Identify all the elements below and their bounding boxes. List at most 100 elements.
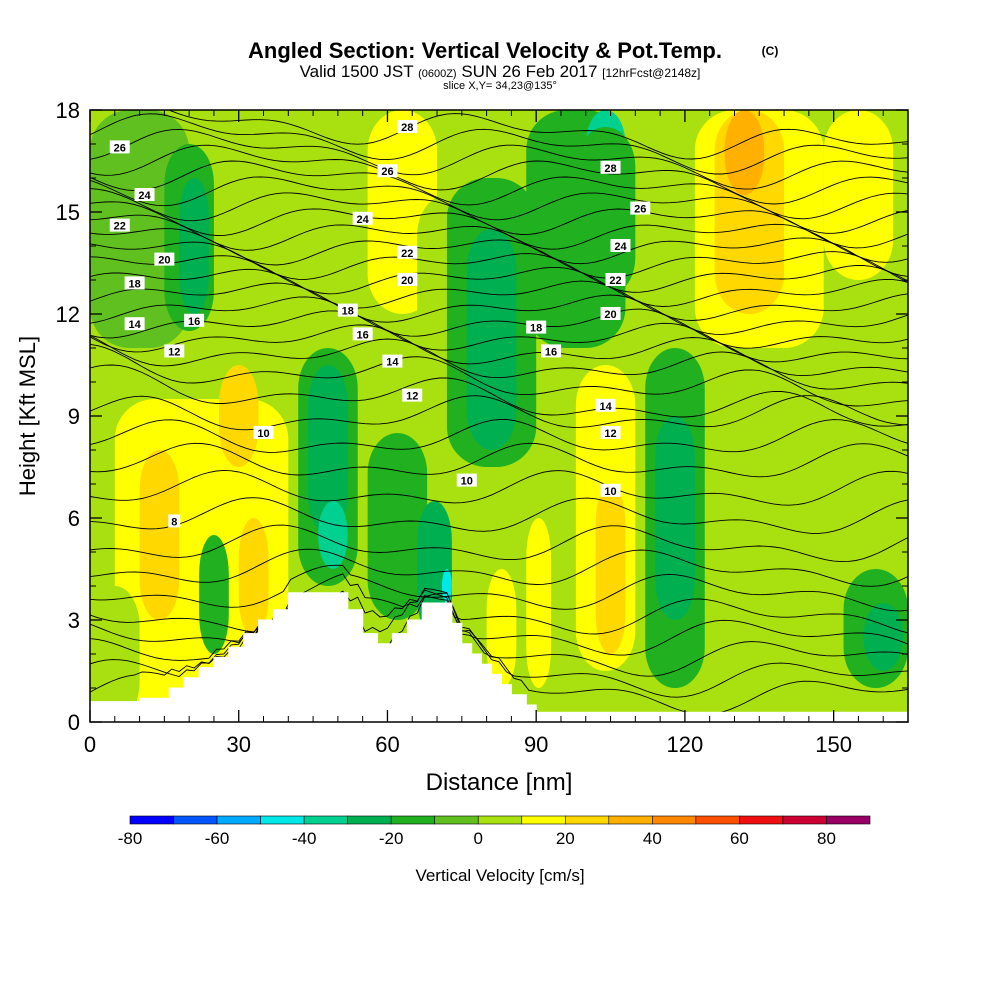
subtitle-date: SUN 26 Feb 2017 bbox=[461, 62, 597, 81]
colorbar-segment bbox=[173, 815, 218, 825]
y-tick-label: 18 bbox=[56, 98, 80, 123]
chart-slice-label: slice X,Y= 34,23@135° bbox=[443, 80, 557, 92]
isentrope-label-bg bbox=[600, 483, 621, 497]
isentrope-line bbox=[90, 573, 908, 635]
isentrope-label-text: 10 bbox=[461, 476, 473, 488]
isentrope-line bbox=[90, 228, 908, 283]
isentrope-label-text: 16 bbox=[545, 346, 557, 358]
isentrope-label-bg bbox=[600, 426, 621, 439]
isentrope-label-bg bbox=[352, 327, 373, 341]
isentrope-line bbox=[90, 113, 908, 175]
isentrope-label-text: 12 bbox=[168, 346, 180, 358]
isentrope-label-text: 22 bbox=[114, 221, 126, 233]
colorbar-tick-label: 60 bbox=[730, 829, 749, 848]
colorbar-segment bbox=[695, 815, 740, 825]
colorbar-segment bbox=[216, 815, 261, 825]
isentrope-line bbox=[167, 110, 908, 160]
chart-subtitle: Valid 1500 JST (0600Z) SUN 26 Feb 2017 [… bbox=[300, 62, 701, 81]
isentrope-label: 24 bbox=[352, 211, 373, 226]
isentrope-line bbox=[90, 419, 908, 453]
velocity-cell bbox=[575, 127, 636, 297]
isentrope-line bbox=[90, 324, 908, 377]
plot-area: 2624222018161412108282624222018161412102… bbox=[90, 110, 908, 722]
x-tick-label: 60 bbox=[375, 732, 399, 757]
isentrope-line bbox=[90, 469, 908, 506]
isentrope-label-text: 18 bbox=[530, 323, 542, 335]
isentrope-label: 18 bbox=[124, 276, 145, 290]
isentrope-label-text: 12 bbox=[406, 391, 418, 403]
isentrope-line bbox=[90, 548, 908, 587]
velocity-cell bbox=[218, 365, 259, 467]
isentrope-line bbox=[90, 296, 908, 349]
colorbar-segment bbox=[521, 815, 566, 825]
isentrope-label-bg bbox=[377, 164, 398, 178]
isentrope-line bbox=[90, 564, 908, 612]
isentrope-label: 22 bbox=[397, 245, 418, 260]
isentrope-line bbox=[90, 395, 908, 431]
isentrope-line bbox=[90, 442, 908, 478]
isentrope-line bbox=[90, 268, 908, 321]
isentrope-label: 8 bbox=[168, 514, 181, 528]
isentrope-label-bg bbox=[382, 354, 403, 368]
ground-strip bbox=[90, 711, 908, 722]
isentrope-label: 10 bbox=[253, 426, 274, 440]
isentrope-label-bg bbox=[456, 473, 477, 487]
isentrope-label: 12 bbox=[402, 388, 423, 403]
velocity-cell bbox=[441, 569, 452, 603]
colorbar-segment bbox=[260, 815, 305, 825]
colorbar: -80 -60 -40 -20 0 20 40 60 80 bbox=[118, 815, 871, 848]
y-tick-label: 15 bbox=[56, 200, 80, 225]
isentrope-label-text: 16 bbox=[188, 316, 200, 328]
isentrope-label-bg bbox=[630, 201, 651, 215]
isentrope-label-text: 20 bbox=[604, 309, 616, 321]
isentrope-label-bg bbox=[109, 218, 130, 232]
isentrope-label-bg bbox=[526, 320, 547, 334]
isentrope-label: 22 bbox=[109, 218, 130, 233]
velocity-cell bbox=[308, 365, 348, 535]
colorbar-tick-label: -60 bbox=[205, 829, 230, 848]
isentrope-line bbox=[90, 497, 908, 534]
isentrope-label-text: 26 bbox=[381, 166, 393, 178]
colorbar-label: Vertical Velocity [cm/s] bbox=[415, 866, 584, 885]
isentrope-label: 16 bbox=[184, 313, 205, 328]
colorbar-segment bbox=[129, 815, 174, 825]
chart-title-unit: (C) bbox=[762, 44, 779, 58]
velocity-cell bbox=[863, 603, 904, 671]
colorbar-tick-label: -40 bbox=[292, 829, 317, 848]
isentrope-label-bg bbox=[337, 303, 358, 317]
isentrope-label-bg bbox=[600, 160, 621, 174]
x-tick-label: 0 bbox=[84, 732, 96, 757]
isentrope-label: 10 bbox=[456, 473, 477, 488]
colorbar-segment bbox=[303, 815, 348, 825]
isentrope-label-bg bbox=[124, 276, 145, 290]
isentrope-label-bg bbox=[124, 317, 145, 331]
y-tick-label: 9 bbox=[68, 404, 80, 429]
isentrope-label-bg bbox=[253, 426, 274, 439]
isentrope-label-bg bbox=[164, 344, 185, 358]
x-axis-label: Distance [nm] bbox=[426, 769, 573, 796]
velocity-cell bbox=[199, 535, 229, 654]
isentrope-label: 24 bbox=[134, 188, 155, 202]
x-tick-label: 30 bbox=[226, 732, 250, 757]
isentrope-label-text: 14 bbox=[386, 357, 399, 369]
terrain bbox=[90, 592, 908, 722]
isentrope-label-text: 14 bbox=[128, 319, 141, 331]
x-tick-label: 120 bbox=[667, 732, 704, 757]
isentrope-label: 22 bbox=[605, 273, 626, 287]
isentrope-line bbox=[90, 587, 908, 677]
colorbar-tick-label: 0 bbox=[474, 829, 483, 848]
isentrope-label: 14 bbox=[382, 354, 403, 369]
isentrope-label-text: 14 bbox=[599, 401, 612, 413]
isentrope-label-text: 20 bbox=[401, 275, 413, 287]
isentrope-line bbox=[90, 310, 908, 363]
isentrope-line bbox=[90, 592, 908, 698]
colorbar-tick-label: 40 bbox=[643, 829, 662, 848]
isentrope-label-text: 24 bbox=[357, 214, 370, 226]
isentrope-label-bg bbox=[134, 188, 155, 201]
isentrope-label: 16 bbox=[541, 344, 562, 358]
isentrope-label-text: 22 bbox=[401, 248, 413, 260]
colorbar-segment bbox=[564, 815, 610, 825]
velocity-cell bbox=[90, 586, 140, 722]
y-axis-label: Height [Kft MSL] bbox=[15, 336, 40, 496]
isentrope-label-bg bbox=[397, 120, 418, 133]
